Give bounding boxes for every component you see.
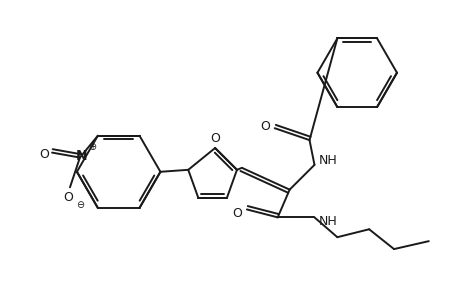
Text: O: O xyxy=(259,120,269,133)
Text: O: O xyxy=(210,132,219,145)
Text: O: O xyxy=(63,191,73,204)
Text: O: O xyxy=(39,148,49,161)
Text: N: N xyxy=(76,148,88,163)
Text: ⊖: ⊖ xyxy=(76,200,84,210)
Text: NH: NH xyxy=(319,215,337,228)
Text: NH: NH xyxy=(319,154,337,167)
Text: ⊕: ⊕ xyxy=(88,142,95,152)
Text: O: O xyxy=(231,207,241,220)
